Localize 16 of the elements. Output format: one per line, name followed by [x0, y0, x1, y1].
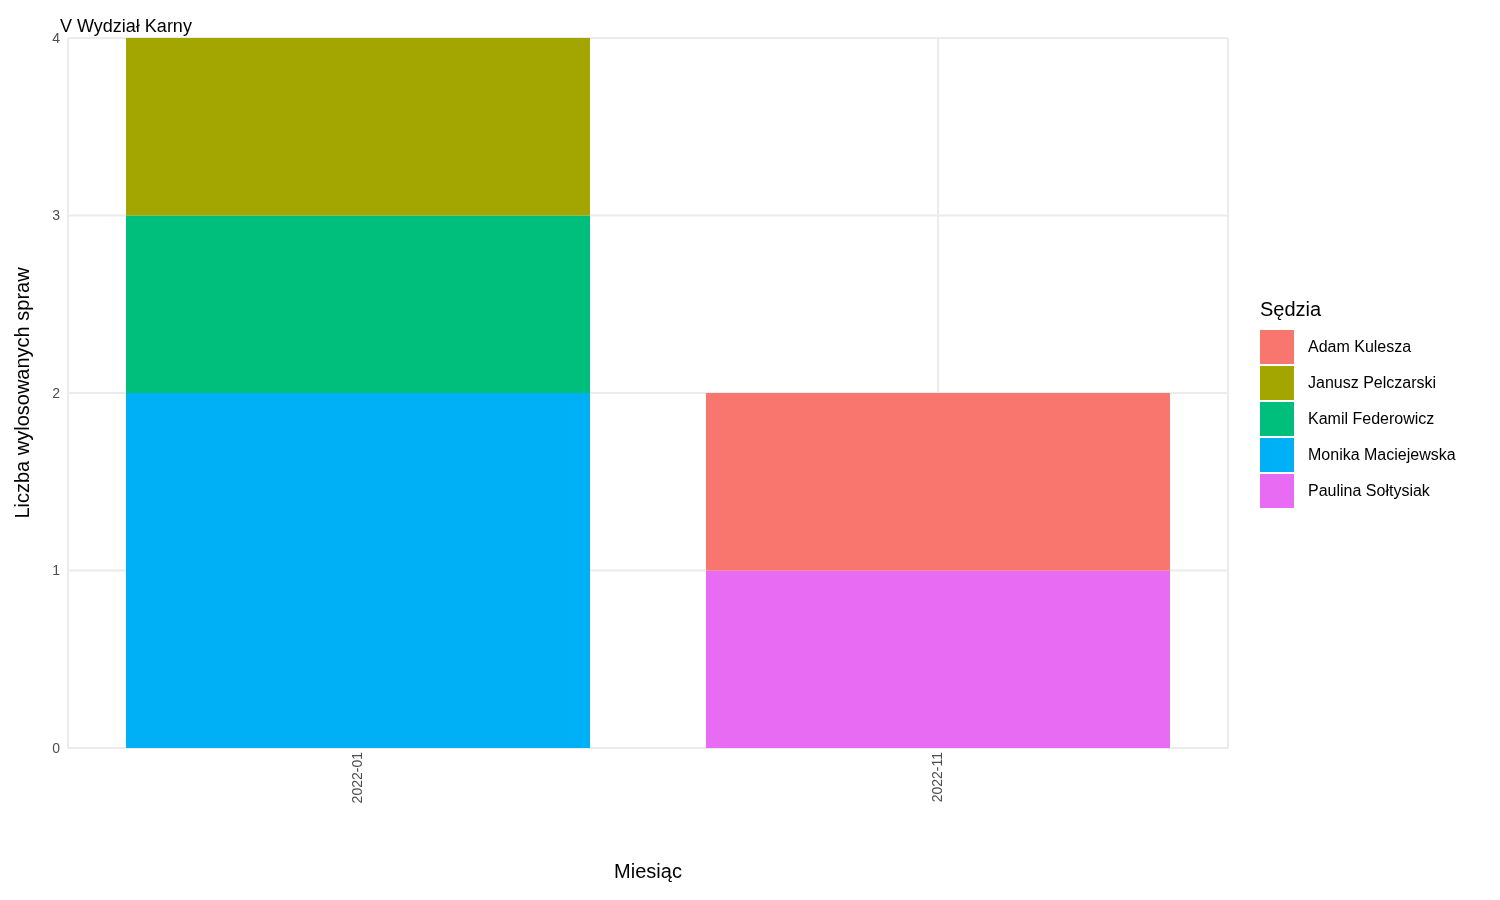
chart-title: V Wydział Karny — [60, 16, 192, 37]
x-tick-label: 2022-11 — [928, 751, 945, 803]
y-tick-label: 2 — [52, 384, 61, 401]
legend-label: Janusz Pelczarski — [1308, 374, 1437, 392]
legend-label: Kamil Federowicz — [1308, 410, 1435, 428]
x-tick-label: 2022-01 — [348, 751, 365, 804]
legend-label: Paulina Sołtysiak — [1308, 482, 1430, 500]
y-axis-title: Liczba wylosowanych spraw — [11, 266, 34, 519]
legend-title: Sędzia — [1260, 298, 1323, 321]
y-tick-label: 4 — [52, 29, 61, 46]
x-axis-title: Miesiąc — [614, 860, 682, 882]
legend-label: Adam Kulesza — [1308, 338, 1412, 356]
y-tick-label: 3 — [52, 207, 61, 224]
legend-label: Monika Maciejewska — [1308, 446, 1456, 464]
y-tick-label: 1 — [52, 562, 61, 579]
y-tick-label: 0 — [52, 739, 61, 756]
